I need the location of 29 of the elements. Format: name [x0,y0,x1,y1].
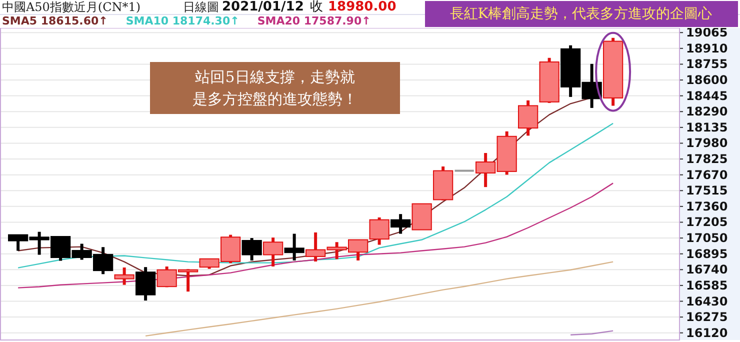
y-tick-label: 19065 [686,26,728,40]
y-tick-label: 18290 [686,104,728,119]
y-tick-label: 17825 [686,152,728,166]
text: 2021/01/12 [222,0,304,14]
text: 18980.00 [328,0,396,14]
text: SMA20 17587.90↑ [257,14,371,28]
y-tick-label: 18755 [686,57,728,72]
y-tick-label: 17205 [686,215,728,230]
y-tick-label: 16740 [686,262,728,277]
y-tick-label: 17050 [686,231,728,246]
text: 收 [310,0,323,14]
y-tick-label: 16430 [686,294,728,308]
y-tick-label: 17670 [686,168,728,182]
y-tick-label: 16275 [686,310,728,324]
y-tick-label: 16120 [686,326,728,340]
y-tick-label: 18135 [686,120,728,134]
y-tick-label: 17360 [686,199,728,214]
y-tick-label: 18600 [686,73,728,87]
text: SMA5 18615.60↑ [2,14,108,28]
chart-subtitle: 日線圖 [183,0,219,14]
y-tick-label: 17980 [686,136,728,150]
annotation: 站回5日線支撐，走勢就是多方控盤的進攻態勢！ [192,68,358,108]
y-tick-label: 18910 [686,41,728,56]
text: SMA10 18174.30↑ [126,14,240,28]
y-tick-label: 16585 [686,278,728,292]
y-tick-label: 16895 [686,246,728,261]
y-tick-label: 18445 [686,88,728,103]
chart-title: 中國A50指數近月(CN*1) [2,0,141,14]
y-tick-label: 17515 [686,184,728,198]
